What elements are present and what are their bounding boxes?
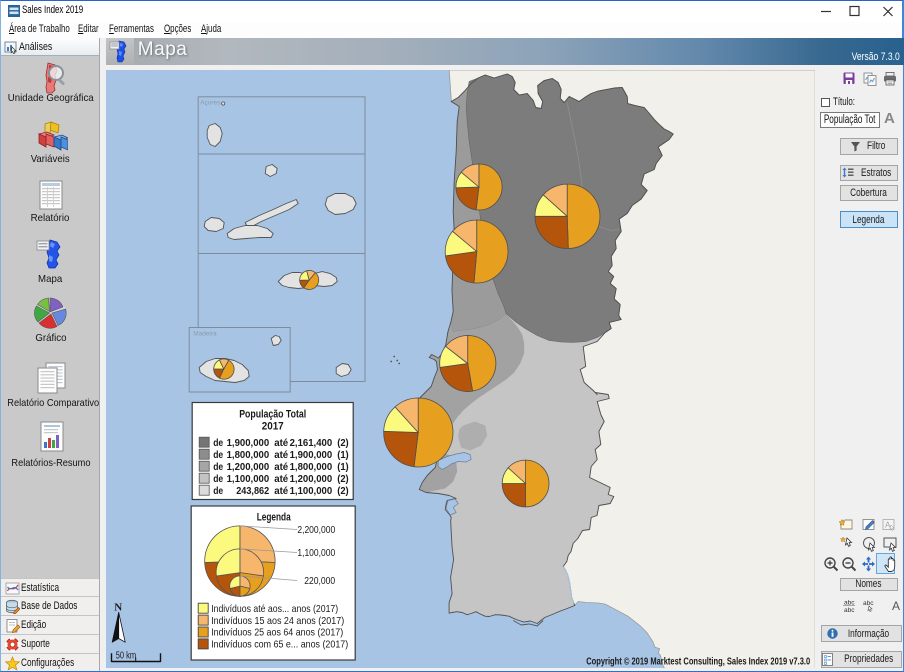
svg-text:até: até xyxy=(274,461,288,472)
svg-text:220,000: 220,000 xyxy=(304,575,335,586)
svg-text:1,100,000: 1,100,000 xyxy=(297,547,335,558)
svg-text:População Total: População Total xyxy=(239,408,306,420)
svg-text:até: até xyxy=(274,449,288,460)
svg-text:1,100,000: 1,100,000 xyxy=(289,485,332,496)
svg-text:abc: abc xyxy=(863,600,874,607)
svg-text:abc: abc xyxy=(844,599,855,606)
svg-text:Legenda: Legenda xyxy=(256,511,291,523)
svg-text:de: de xyxy=(213,437,223,448)
svg-text:1,200,000: 1,200,000 xyxy=(289,473,332,484)
svg-text:1,200,000: 1,200,000 xyxy=(226,461,269,472)
svg-text:até: até xyxy=(274,485,288,496)
svg-text:2017: 2017 xyxy=(261,420,283,432)
svg-text:2,161,400: 2,161,400 xyxy=(289,437,332,448)
svg-text:1,900,000: 1,900,000 xyxy=(226,437,269,448)
svg-text:Açores: Açores xyxy=(200,99,221,106)
svg-text:Indivíduos até aos... anos (20: Indivíduos até aos... anos (2017) xyxy=(211,603,338,614)
svg-text:de: de xyxy=(213,449,223,460)
svg-text:(2): (2) xyxy=(337,437,348,448)
svg-text:243,862: 243,862 xyxy=(236,485,269,496)
svg-text:(2): (2) xyxy=(337,485,348,496)
svg-text:de: de xyxy=(213,485,223,496)
svg-text:Indivíduos 25 aos 64 anos (201: Indivíduos 25 aos 64 anos (2017) xyxy=(211,627,343,638)
svg-text:Madeira: Madeira xyxy=(193,330,217,337)
svg-text:abc: abc xyxy=(844,607,855,613)
svg-text:até: até xyxy=(274,473,288,484)
svg-text:até: até xyxy=(274,437,288,448)
svg-text:1,800,000: 1,800,000 xyxy=(226,449,269,460)
svg-text:(2): (2) xyxy=(337,473,348,484)
svg-text:de: de xyxy=(213,461,223,472)
svg-text:1,900,000: 1,900,000 xyxy=(289,449,332,460)
svg-text:de: de xyxy=(213,473,223,484)
svg-text:2,200,000: 2,200,000 xyxy=(297,524,335,535)
svg-text:Indivíduos 15 aos 24 anos (201: Indivíduos 15 aos 24 anos (2017) xyxy=(211,615,344,626)
svg-text:50 km: 50 km xyxy=(115,650,135,661)
svg-text:A: A xyxy=(885,520,891,529)
svg-text:Indivíduos com 65 e... anos (2: Indivíduos com 65 e... anos (2017) xyxy=(211,639,348,650)
svg-text:A: A xyxy=(892,599,900,613)
svg-text:1,100,000: 1,100,000 xyxy=(226,473,269,484)
svg-text:(1): (1) xyxy=(337,461,348,472)
svg-text:1,800,000: 1,800,000 xyxy=(289,461,332,472)
svg-text:N: N xyxy=(114,601,122,613)
svg-text:(1): (1) xyxy=(337,449,348,460)
svg-text:Copyright © 2019 Marktest Cons: Copyright © 2019 Marktest Consulting, Sa… xyxy=(586,656,810,667)
